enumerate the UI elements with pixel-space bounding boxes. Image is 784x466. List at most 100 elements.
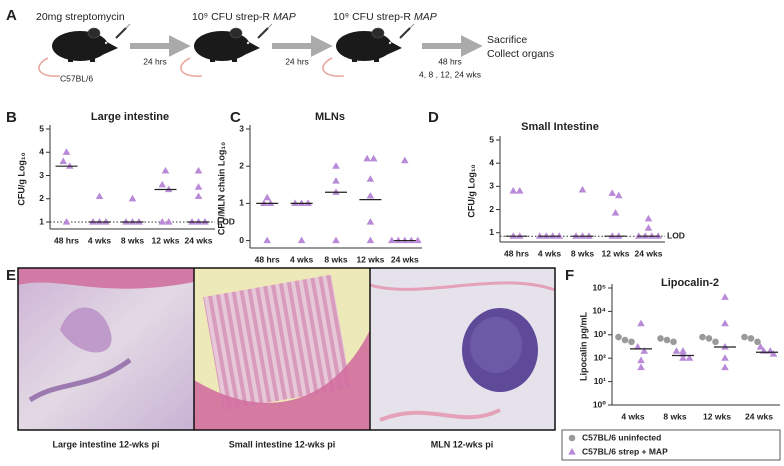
data-point: [401, 156, 409, 164]
x-tick-label: 8 wks: [663, 411, 686, 421]
panel-label: F: [565, 267, 574, 284]
y-tick-label: 1: [489, 227, 494, 237]
y-tick-label: 1: [39, 216, 44, 226]
arrow: [130, 35, 191, 57]
x-tick-label: 48 hrs: [504, 248, 529, 258]
data-point: [366, 236, 375, 244]
data-point: [663, 336, 671, 344]
data-point: [164, 218, 173, 225]
panel-label: E: [6, 267, 16, 284]
y-tick-label: 10⁵: [593, 282, 606, 292]
data-point: [568, 434, 576, 442]
data-point: [672, 347, 681, 354]
lod-label: LOD: [217, 216, 235, 226]
data-point: [542, 232, 551, 239]
x-tick-label: 4 wks: [88, 235, 111, 245]
strain-label: C57BL/6: [60, 73, 93, 83]
data-point: [297, 236, 306, 244]
x-tick-label: 8 wks: [571, 248, 594, 258]
image-caption: Small intestine 12-wks pi: [229, 439, 336, 449]
data-point: [291, 199, 299, 206]
histology-images: [17, 267, 556, 431]
data-point: [194, 192, 203, 200]
data-point: [201, 218, 209, 225]
data-point: [158, 218, 167, 225]
dose-label: 10⁹ CFU strep-R MAP: [333, 11, 437, 23]
data-point: [407, 236, 416, 244]
data-point: [297, 199, 306, 206]
x-tick-label: 4 wks: [290, 254, 313, 264]
legend-label: C57BL/6 strep + MAP: [582, 446, 668, 456]
x-tick-label: 48 hrs: [54, 235, 79, 245]
dose-label: 20mg streptomycin: [36, 11, 125, 23]
x-tick-label: 4 wks: [621, 411, 644, 421]
x-tick-label: 12 wks: [152, 235, 180, 245]
x-tick-label: 12 wks: [602, 248, 630, 258]
data-point: [741, 333, 748, 341]
interval-label: 24 hrs: [285, 56, 309, 66]
y-tick-label: 2: [39, 193, 44, 203]
data-point: [62, 148, 71, 155]
data-point: [754, 338, 761, 346]
data-point: [712, 338, 719, 346]
data-point: [135, 218, 143, 225]
data-point: [332, 162, 340, 169]
y-tick-label: 1: [239, 198, 244, 208]
data-point: [388, 236, 396, 244]
data-point: [621, 336, 629, 344]
chart-title: MLNs: [315, 111, 345, 123]
y-tick-label: 3: [489, 181, 494, 191]
x-tick-label: 4 wks: [538, 248, 561, 258]
panel-label: C: [230, 109, 241, 126]
data-point: [95, 218, 104, 225]
data-point: [685, 354, 694, 361]
panel-label: A: [6, 7, 17, 24]
data-point: [95, 192, 104, 200]
data-point: [634, 232, 643, 239]
data-point: [578, 232, 587, 239]
chart-title: Large intestine: [91, 111, 169, 123]
x-tick-label: 24 wks: [635, 248, 663, 258]
data-point: [644, 214, 653, 222]
data-point: [394, 236, 403, 244]
data-point: [608, 189, 617, 196]
image-caption: MLN 12-wks pi: [431, 439, 494, 449]
data-point: [65, 162, 74, 169]
interval-label: 24 hrs: [143, 56, 167, 66]
y-tick-label: 3: [239, 123, 244, 133]
data-point: [263, 236, 271, 244]
data-point: [644, 224, 653, 231]
data-point: [679, 354, 687, 361]
dose-text: 10⁹ CFU strep-R: [333, 11, 411, 23]
y-tick-label: 0: [239, 235, 244, 245]
data-point: [128, 218, 137, 225]
data-point: [647, 232, 656, 239]
data-point: [548, 232, 557, 239]
data-point: [614, 191, 623, 199]
chart-title: Lipocalin-2: [661, 277, 719, 289]
data-point: [128, 194, 137, 202]
data-point: [555, 232, 564, 239]
data-point: [188, 218, 196, 225]
endpoint-label: Sacrifice: [487, 34, 527, 46]
y-tick-label: 5: [39, 123, 44, 133]
data-point: [509, 232, 518, 239]
data-point: [161, 166, 170, 174]
data-point: [637, 319, 645, 327]
x-tick-label: 12 wks: [356, 254, 384, 264]
legend-label: C57BL/6 uninfected: [582, 432, 661, 442]
arrow: [272, 35, 333, 57]
data-point: [369, 154, 378, 162]
interval-label: 48 hrs: [438, 56, 462, 66]
y-tick-label: 5: [489, 134, 494, 144]
y-tick-label: 2: [489, 204, 494, 214]
data-point: [721, 293, 729, 300]
dose-text: 10⁹ CFU strep-R: [192, 11, 270, 23]
dose-label: 10⁹ CFU strep-R MAP: [192, 11, 296, 23]
data-point: [572, 232, 580, 239]
data-point: [260, 199, 268, 206]
y-axis-label: CFU/g Log₁₀: [16, 152, 26, 205]
data-point: [194, 183, 203, 190]
y-tick-label: 10³: [594, 329, 606, 339]
y-tick-label: 10¹: [594, 376, 606, 386]
